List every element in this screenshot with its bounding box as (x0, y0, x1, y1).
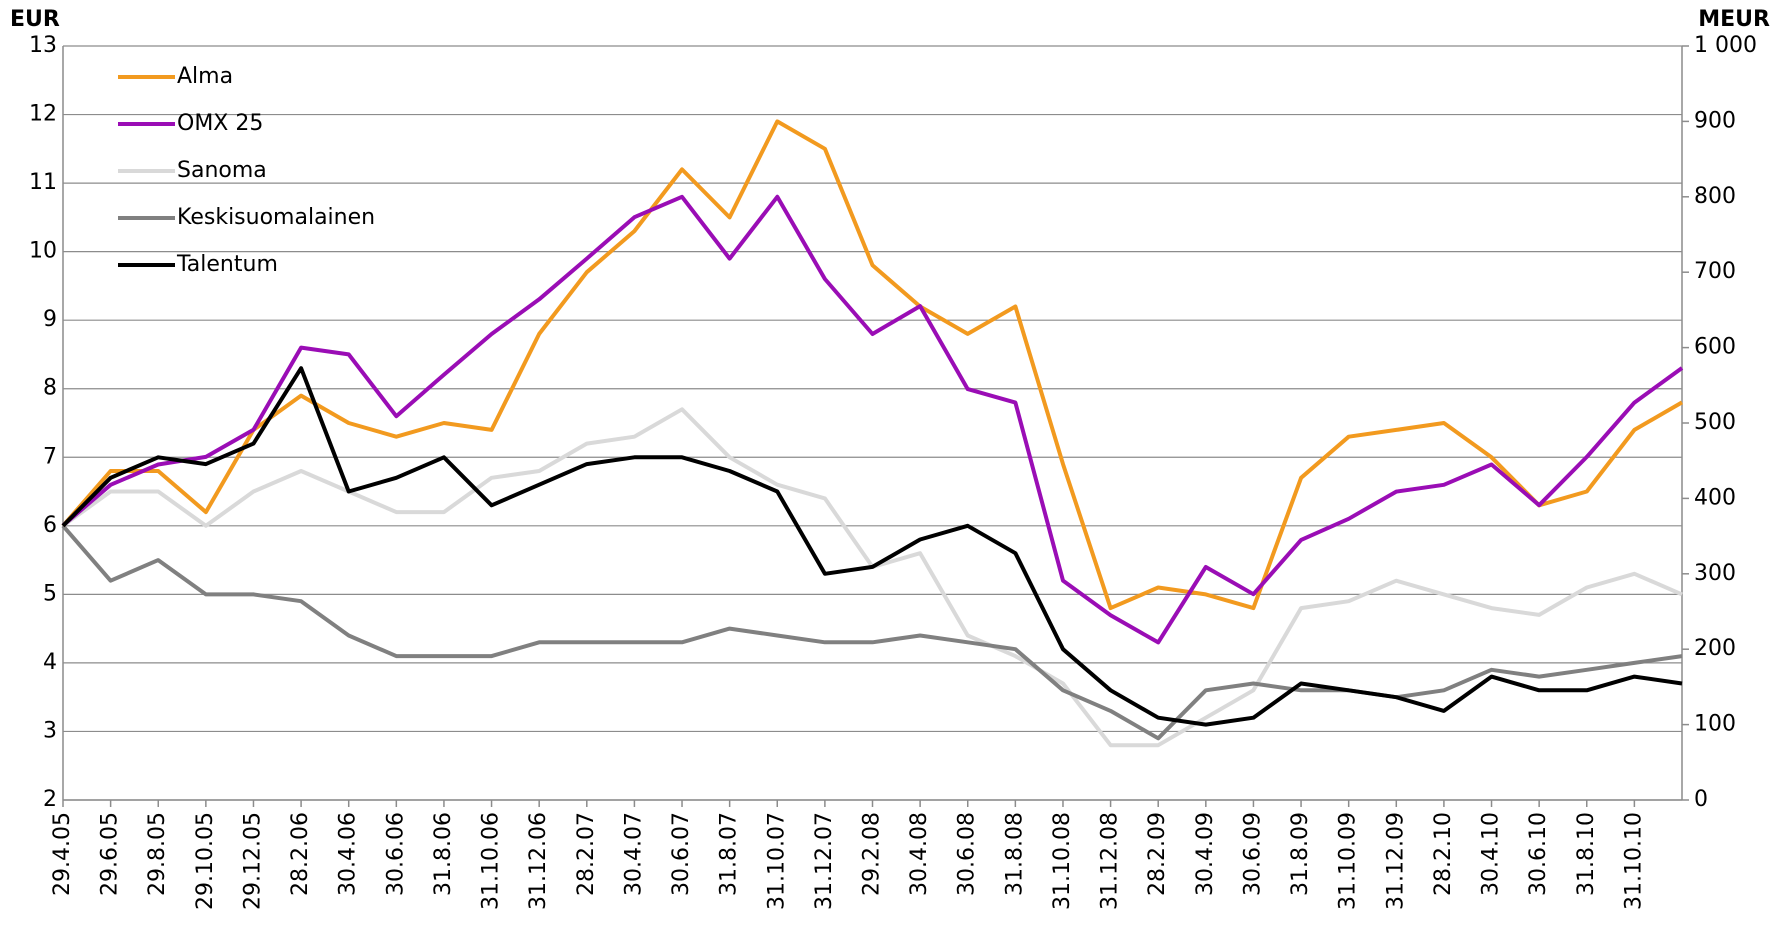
y2-tick-label: 100 (1694, 712, 1736, 737)
x-tick-label: 28.2.10 (1431, 812, 1456, 896)
x-tick-label: 31.8.09 (1288, 812, 1313, 896)
x-tick-label: 31.10.08 (1050, 812, 1075, 910)
legend-label: Keskisuomalainen (177, 205, 375, 230)
x-tick-label: 31.8.08 (1002, 812, 1027, 896)
x-tick-label: 31.10.10 (1621, 812, 1646, 910)
y2-tick-label: 800 (1694, 184, 1736, 209)
y-tick-label: 4 (43, 650, 57, 675)
x-tick-label: 31.12.09 (1383, 812, 1408, 910)
y-tick-label: 9 (43, 307, 57, 332)
y-tick-label: 13 (29, 33, 57, 58)
x-tick-label: 31.10.06 (479, 812, 504, 910)
x-tick-label: 30.4.06 (336, 812, 361, 896)
x-tick-label: 29.4.05 (50, 812, 75, 896)
x-tick-label: 29.2.08 (860, 812, 885, 896)
x-tick-label: 30.4.09 (1193, 812, 1218, 896)
x-tick-label: 29.10.05 (193, 812, 218, 910)
series-line (61, 524, 1683, 741)
series-line (61, 366, 1683, 727)
y2-tick-label: 400 (1694, 485, 1736, 510)
y2-tick-label: 300 (1694, 561, 1736, 586)
y-tick-label: 6 (43, 513, 57, 538)
y2-tick-label: 900 (1694, 108, 1736, 133)
series-line (61, 407, 1683, 748)
x-tick-label: 31.10.07 (764, 812, 789, 910)
x-tick-label: 31.12.08 (1098, 812, 1123, 910)
x-tick-label: 31.10.09 (1336, 812, 1361, 910)
y2-tick-label: 200 (1694, 636, 1736, 661)
y-tick-label: 12 (29, 102, 57, 127)
x-tick-label: 30.6.08 (955, 812, 980, 896)
legend-label: OMX 25 (177, 111, 263, 136)
x-tick-label: 28.2.09 (1145, 812, 1170, 896)
y2-tick-label: 500 (1694, 410, 1736, 435)
x-tick-label: 31.8.10 (1574, 812, 1599, 896)
x-tick-label: 30.6.09 (1240, 812, 1265, 896)
x-tick-label: 29.6.05 (98, 812, 123, 896)
y2-tick-label: 1 000 (1694, 33, 1757, 58)
x-tick-label: 29.8.05 (145, 812, 170, 896)
y2-tick-label: 0 (1694, 787, 1708, 812)
x-tick-label: 28.2.06 (288, 812, 313, 896)
legend-label: Sanoma (177, 158, 267, 183)
y-tick-label: 3 (43, 718, 57, 743)
x-tick-label: 31.12.07 (812, 812, 837, 910)
y-tick-label: 2 (43, 787, 57, 812)
x-tick-label: 30.4.10 (1479, 812, 1504, 896)
x-tick-label: 31.12.06 (526, 812, 551, 910)
x-tick-label: 30.4.07 (621, 812, 646, 896)
y-tick-label: 5 (43, 581, 57, 606)
x-tick-label: 30.6.07 (669, 812, 694, 896)
y2-tick-label: 600 (1694, 335, 1736, 360)
x-tick-label: 29.12.05 (240, 812, 265, 910)
x-tick-label: 31.8.06 (431, 812, 456, 896)
y-tick-label: 11 (29, 170, 57, 195)
y-tick-label: 10 (29, 239, 57, 264)
legend-label: Alma (177, 64, 233, 89)
series-line (61, 119, 1684, 611)
x-tick-label: 31.8.07 (717, 812, 742, 896)
x-tick-label: 30.4.08 (907, 812, 932, 896)
y2-tick-label: 700 (1694, 259, 1736, 284)
x-tick-label: 28.2.07 (574, 812, 599, 896)
y2-axis-title: MEUR (1698, 7, 1770, 32)
series-line (61, 194, 1684, 645)
y-tick-label: 7 (43, 444, 57, 469)
x-tick-label: 30.6.06 (383, 812, 408, 896)
legend-label: Talentum (176, 252, 278, 277)
y-tick-label: 8 (43, 376, 57, 401)
x-tick-label: 30.6.10 (1526, 812, 1551, 896)
y-axis-title: EUR (10, 7, 60, 32)
